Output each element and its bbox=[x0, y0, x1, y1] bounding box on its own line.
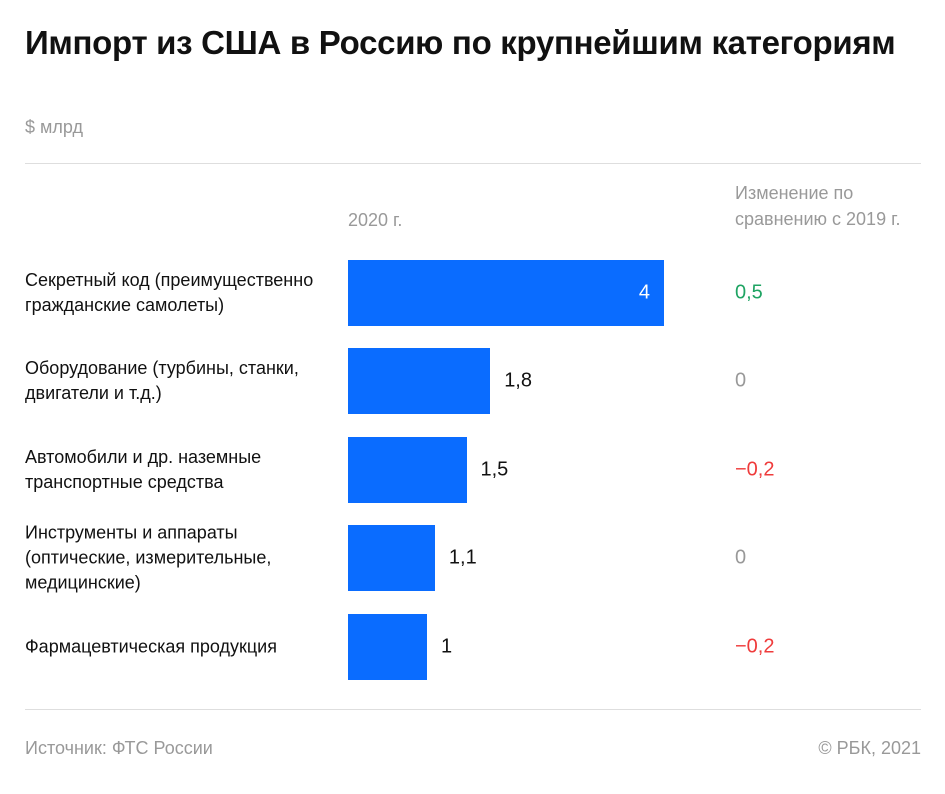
bar bbox=[348, 437, 467, 503]
chart-subtitle: $ млрд bbox=[25, 117, 83, 137]
bar-value-label: 1,8 bbox=[504, 369, 532, 392]
copyright-note: © РБК, 2021 bbox=[818, 738, 921, 758]
chart-row: Оборудование (турбины, станки, двигатели… bbox=[0, 348, 945, 414]
category-label: Оборудование (турбины, станки, двигатели… bbox=[25, 358, 299, 403]
bar bbox=[348, 614, 427, 680]
chart-row: Инструменты и аппараты (оптические, изме… bbox=[0, 523, 945, 593]
chart-title: Импорт из США в Россию по крупнейшим кат… bbox=[25, 24, 896, 61]
change-value-label: −0,2 bbox=[735, 458, 775, 481]
category-label: Инструменты и аппараты (оптические, изме… bbox=[25, 522, 272, 593]
change-value-label: 0 bbox=[735, 369, 747, 392]
category-label: Фармацевтическая продукция bbox=[25, 636, 277, 657]
bar-value-label: 1 bbox=[441, 635, 453, 658]
year-column-header: 2020 г. bbox=[348, 210, 403, 230]
change-value-label: −0,2 bbox=[735, 635, 775, 658]
category-label: Автомобили и др. наземные транспортные с… bbox=[25, 447, 262, 492]
bar-value-label: 4 bbox=[638, 281, 650, 304]
chart-row: Фармацевтическая продукция 1 −0,2 bbox=[0, 614, 945, 680]
bar bbox=[348, 348, 491, 414]
bar bbox=[348, 525, 435, 591]
bar-value-label: 1,5 bbox=[480, 458, 509, 481]
change-value-label: 0 bbox=[735, 546, 747, 569]
chart-row: Автомобили и др. наземные транспортные с… bbox=[0, 437, 945, 503]
chart-row: Секретный код (преимущественно гражданск… bbox=[0, 260, 945, 326]
bar-value-label: 1,1 bbox=[448, 546, 477, 569]
source-note: Источник: ФТС России bbox=[25, 738, 213, 758]
change-column-header: Изменение по сравнению с 2019 г. bbox=[735, 183, 901, 229]
top-divider bbox=[25, 163, 921, 164]
bar bbox=[348, 260, 664, 326]
bottom-divider bbox=[25, 709, 921, 710]
change-value-label: 0,5 bbox=[735, 281, 763, 304]
category-label: Секретный код (преимущественно гражданск… bbox=[25, 270, 314, 315]
